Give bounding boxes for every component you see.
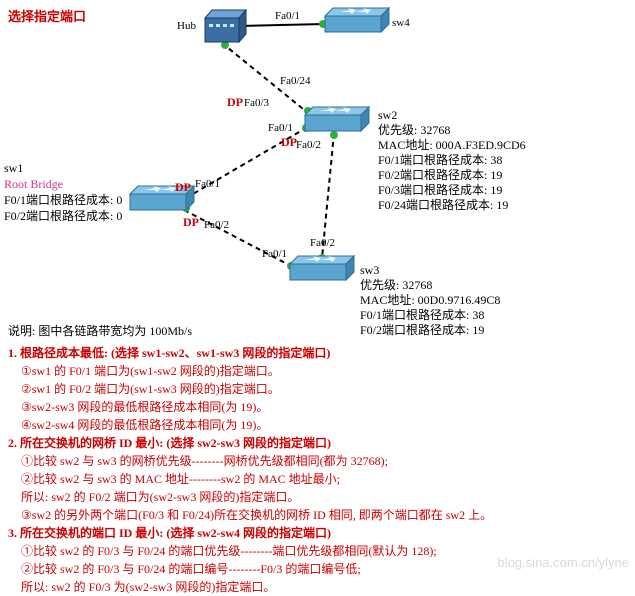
dp-label: DP [183, 215, 199, 230]
port-label: Fa0/3 [244, 97, 269, 109]
sw4-device [325, 8, 389, 32]
sw1-root: Root Bridge [4, 176, 63, 192]
sw4-label: sw4 [392, 17, 410, 29]
port-label: Fa0/2 [296, 139, 321, 151]
dp-label: DP [281, 135, 297, 150]
sw3-device [290, 256, 354, 280]
sw2-l1: 优先级: 32768 [378, 122, 450, 138]
sw3-l1: 优先级: 32768 [360, 277, 432, 293]
sw3-l2: MAC地址: 00D0.9716.49C8 [360, 292, 500, 308]
port-label: Fa0/1 [262, 248, 287, 260]
watermark-text: blog.sina.com.cn/ylyne [497, 555, 629, 570]
page-title: 选择指定端口 [8, 6, 86, 25]
sw3-l4: F0/2端口根路径成本: 19 [360, 322, 484, 338]
exp-h2-2: ②比较 sw2 与 sw3 的 MAC 地址--------sw2 的 MAC … [8, 470, 628, 488]
sw2-l5: F0/3端口根路径成本: 19 [378, 182, 502, 198]
diagram-canvas: 选择指定端口 Hub sw4 Fa0/1 Fa0/24 Fa0/3 Fa0/1 … [0, 0, 635, 574]
port-label: Fa0/1 [275, 10, 300, 22]
sw2-device [305, 107, 369, 131]
port-label: Fa0/24 [280, 75, 311, 87]
port-label: Fa0/2 [204, 219, 229, 231]
exp-h1-1: ①sw1 的 F0/1 端口为(sw1-sw2 网段的)指定端口。 [8, 362, 628, 380]
sw1-line1: F0/1端口根路径成本: 0 [4, 192, 122, 208]
sw2-l4: F0/2端口根路径成本: 19 [378, 167, 502, 183]
exp-h2-4: ③sw2 的另外两个端口(F0/3 和 F0/24)所在交换机的网桥 ID 相同… [8, 506, 628, 524]
note-line: 说明: 图中各链路带宽均为 100Mb/s [8, 323, 192, 339]
exp-h1: 1. 根路径成本最低: (选择 sw1-sw2、sw1-sw3 网段的指定端口) [8, 344, 628, 362]
dp-label: DP [175, 180, 191, 195]
exp-h2: 2. 所在交换机的网桥 ID 最小: (选择 sw2-sw3 网段的指定端口) [8, 434, 628, 452]
dp-label: DP [227, 95, 243, 110]
exp-h1-2: ②sw1 的 F0/2 端口为(sw1-sw3 网段的)指定端口。 [8, 380, 628, 398]
exp-h3-3: 所以: sw2 的 F0/3 为(sw2-sw3 网段的)指定端口。 [8, 578, 628, 596]
sw2-l2: MAC地址: 000A.F3ED.9CD6 [378, 137, 526, 153]
exp-h2-1: ①比较 sw2 与 sw3 的网桥优先级--------网桥优先级都相同(都为 … [8, 452, 628, 470]
exp-h1-3: ③sw2-sw3 网段的最低根路径成本相同(为 19)。 [8, 398, 628, 416]
hub-label: Hub [177, 20, 196, 32]
exp-h1-4: ④sw2-sw4 网段的最低根路径成本相同(为 19)。 [8, 416, 628, 434]
sw3-heading: sw3 [360, 262, 379, 278]
port-label: Fa0/1 [268, 122, 293, 134]
sw2-l6: F0/24端口根路径成本: 19 [378, 197, 508, 213]
sw1-heading: sw1 [4, 160, 23, 176]
sw3-l3: F0/1端口根路径成本: 38 [360, 307, 484, 323]
port-label: Fa0/2 [310, 237, 335, 249]
hub-device [205, 10, 246, 42]
exp-h3: 3. 所在交换机的端口 ID 最小: (选择 sw2-sw4 网段的指定端口) [8, 524, 628, 542]
sw2-heading: sw2 [378, 107, 397, 123]
topology-svg [0, 0, 635, 320]
port-label: Fa0/1 [195, 178, 220, 190]
sw1-line2: F0/2端口根路径成本: 0 [4, 208, 122, 224]
sw2-l3: F0/1端口根路径成本: 38 [378, 152, 502, 168]
exp-h2-3: 所以: sw2 的 F0/2 端口为(sw2-sw3 网段的)指定端口。 [8, 488, 628, 506]
